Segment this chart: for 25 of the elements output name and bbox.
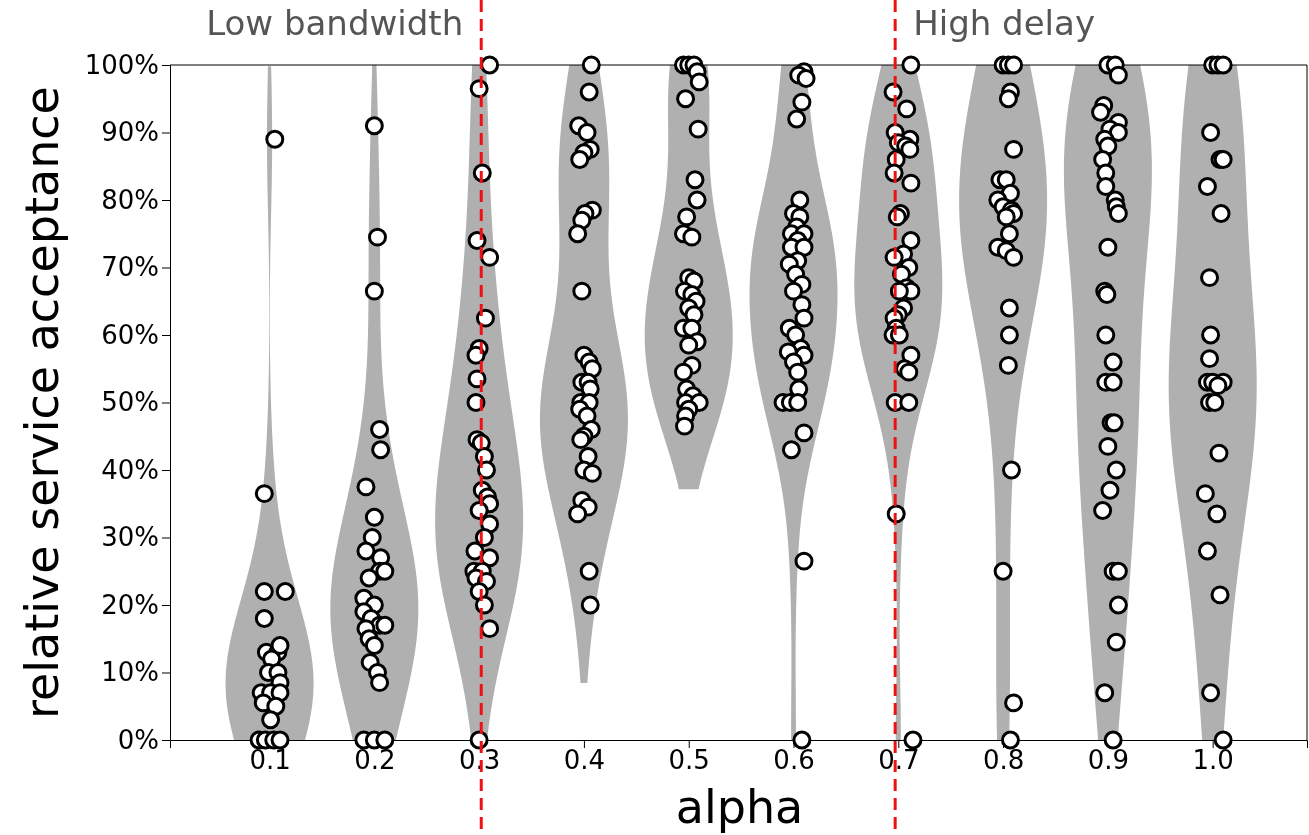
y-tick-label: 70% — [101, 252, 159, 283]
x-tick-label: 0.5 — [668, 745, 710, 776]
y-axis-title: relative service acceptance — [15, 86, 69, 719]
y-tick-label: 20% — [101, 589, 159, 620]
y-tick-label: 0% — [117, 724, 159, 755]
ref-line-label: Low bandwidth — [206, 3, 464, 43]
x-tick-label: 0.8 — [982, 745, 1025, 776]
y-tick-label: 80% — [101, 184, 159, 215]
x-tick-label: 0.6 — [773, 745, 815, 776]
y-tick-label: 50% — [101, 387, 159, 418]
x-tick-label: 0.2 — [354, 745, 396, 776]
x-tick-label: 0.1 — [249, 745, 291, 776]
x-tick-label: 0.9 — [1087, 745, 1130, 776]
y-tick-label: 30% — [101, 522, 159, 553]
x-tick-label: 0.7 — [878, 745, 920, 776]
x-tick-label: 0.3 — [458, 745, 501, 776]
y-tick-label: 100% — [84, 49, 159, 80]
y-tick-label: 40% — [101, 454, 159, 485]
x-tick-label: 1.0 — [1192, 745, 1234, 776]
y-tick-label: 90% — [101, 117, 159, 148]
x-axis-title: alpha — [675, 780, 804, 834]
y-tick-label: 10% — [101, 657, 159, 688]
ref-line-label: High delay — [913, 3, 1096, 43]
x-tick-label: 0.4 — [563, 745, 606, 776]
y-tick-label: 60% — [101, 319, 159, 350]
